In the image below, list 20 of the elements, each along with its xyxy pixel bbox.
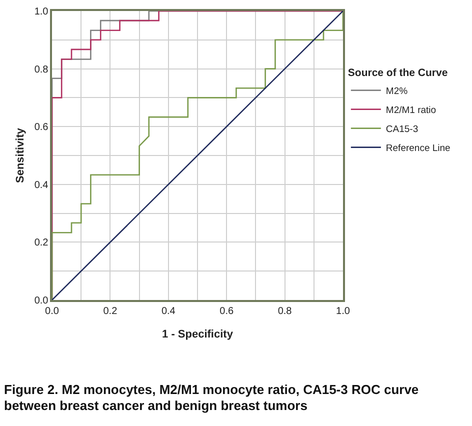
- x-axis-title: 1 - Specificity: [162, 328, 234, 340]
- x-tick-label: 0.0: [45, 306, 60, 317]
- caption: Figure 2. M2 monocytes, M2/M1 monocyte ratio, CA15-3 ROC curve between breast cancer and benign breast tumors: [4, 382, 420, 414]
- x-tick-label: 0.8: [278, 306, 292, 317]
- legend-label: M2%: [386, 86, 408, 98]
- legend-label: M2/M1 ratio: [386, 105, 436, 116]
- y-tick-label: 0.6: [34, 122, 49, 134]
- x-tick-label: 0.6: [220, 306, 234, 317]
- legend-label: CA15-3: [386, 124, 418, 136]
- y-tick-label: 0.4: [34, 180, 49, 191]
- x-tick-label: 0.2: [103, 306, 118, 317]
- y-tick-label: 0.8: [34, 64, 49, 76]
- legend-label: Reference Line: [386, 143, 450, 154]
- y-tick-label: 0.2: [34, 238, 49, 249]
- y-tick-label: 1.0: [34, 6, 49, 18]
- legend-title: Source of the Curve: [348, 66, 448, 79]
- x-tick-label: 0.4: [161, 306, 176, 317]
- x-tick-label: 1.0: [336, 306, 350, 317]
- y-axis-title: Sensitivity: [14, 127, 26, 184]
- y-tick-label: 0.0: [34, 296, 49, 306]
